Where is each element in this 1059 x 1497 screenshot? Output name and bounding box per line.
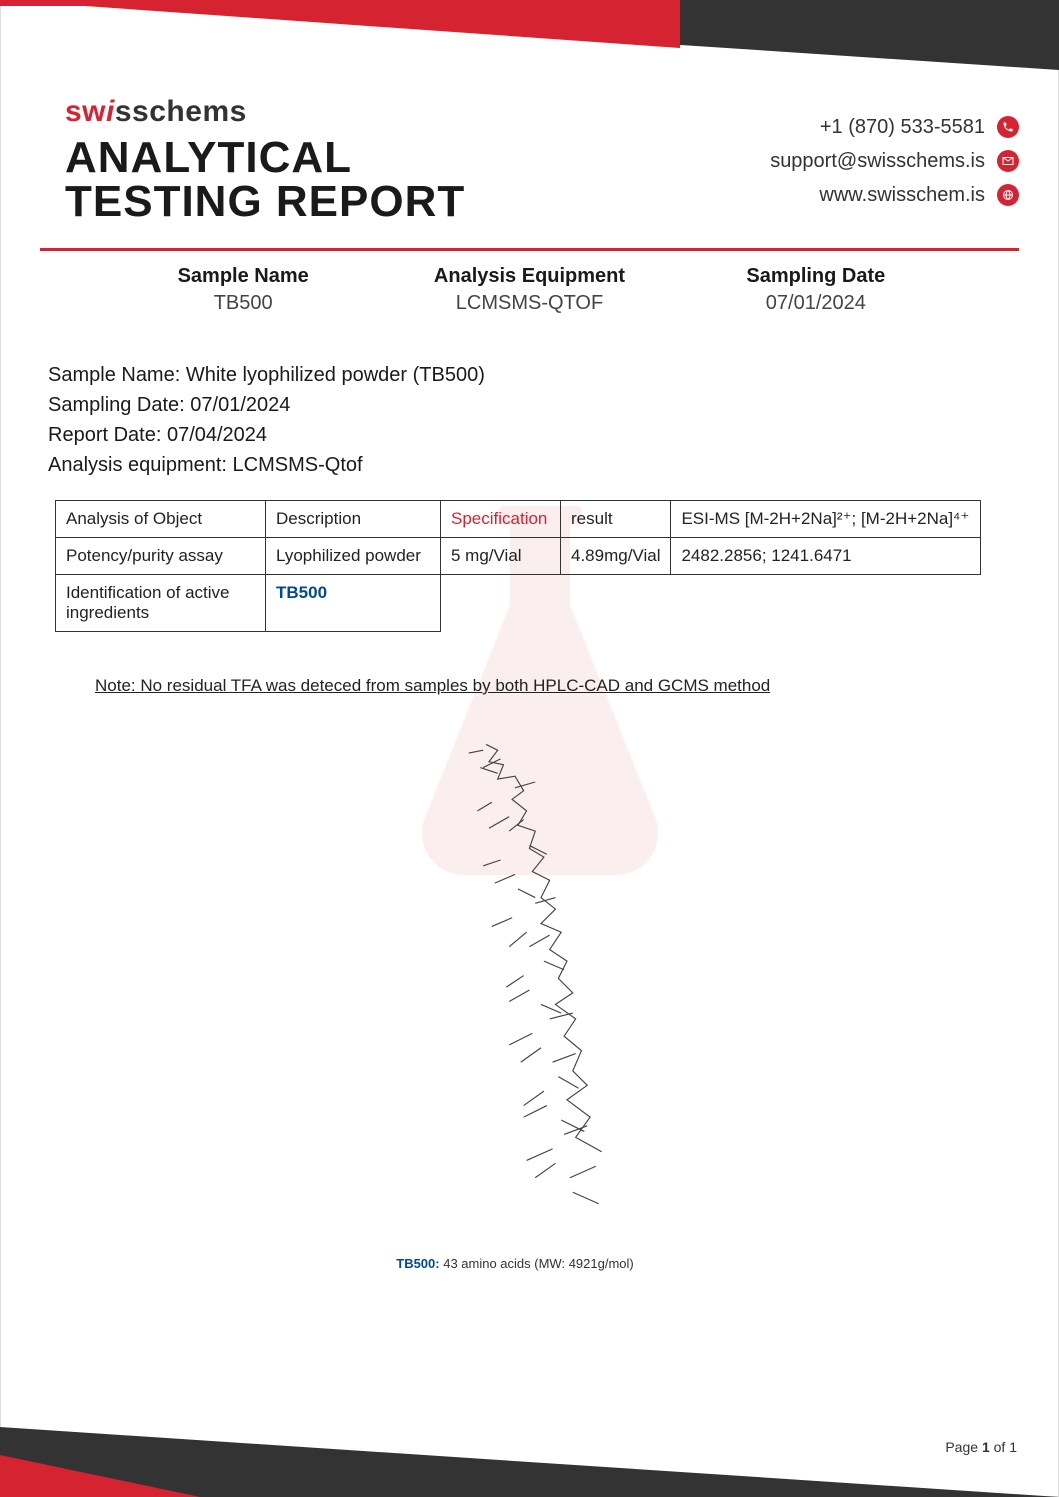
td-specification: 5 mg/Vial <box>441 538 561 575</box>
molecule-structure-icon <box>365 730 665 1250</box>
logo-part-dark: sschems <box>115 95 247 128</box>
header-divider <box>40 248 1019 251</box>
molecule-figure: TB500: 43 amino acids (MW: 4921g/mol) <box>300 730 730 1290</box>
table-row: Potency/purity assay Lyophilized powder … <box>56 538 981 575</box>
td-esims: 2482.2856; 1241.6471 <box>671 538 981 575</box>
detail-line: Sampling Date: 07/01/2024 <box>48 390 1011 420</box>
footer-banner <box>0 1407 1059 1497</box>
sample-name-value: TB500 <box>100 292 386 315</box>
th-analysis: Analysis of Object <box>56 501 266 538</box>
molecule-caption: TB500: 43 amino acids (MW: 4921g/mol) <box>396 1256 633 1271</box>
sampling-date-label: Sampling Date <box>673 265 959 288</box>
td-identification: TB500 <box>266 575 441 632</box>
header-banner <box>0 0 1059 90</box>
table-row: Identification of active ingredients TB5… <box>56 575 981 632</box>
contact-phone: +1 (870) 533-5581 <box>820 110 985 144</box>
equipment-value: LCMSMS-QTOF <box>386 292 672 315</box>
globe-icon <box>997 184 1019 206</box>
contact-email: support@swisschems.is <box>770 144 985 178</box>
caption-bold: TB500: <box>396 1256 439 1271</box>
td-analysis: Identification of active ingredients <box>56 575 266 632</box>
summary-row: Sample Name TB500 Analysis Equipment LCM… <box>100 265 959 315</box>
results-table: Analysis of Object Description Specifica… <box>55 500 981 632</box>
logo-dash: i <box>106 95 115 128</box>
sampling-date-value: 07/01/2024 <box>673 292 959 315</box>
note-text: Note: No residual TFA was deteced from s… <box>95 676 770 696</box>
email-icon <box>997 150 1019 172</box>
equipment-label: Analysis Equipment <box>386 265 672 288</box>
detail-line: Report Date: 07/04/2024 <box>48 420 1011 450</box>
table-header-row: Analysis of Object Description Specifica… <box>56 501 981 538</box>
detail-line: Analysis equipment: LCMSMS-Qtof <box>48 450 1011 480</box>
details-block: Sample Name: White lyophilized powder (T… <box>48 360 1011 480</box>
caption-rest: 43 amino acids (MW: 4921g/mol) <box>440 1256 634 1271</box>
contact-block: +1 (870) 533-5581 support@swisschems.is … <box>770 110 1019 212</box>
phone-icon <box>997 116 1019 138</box>
th-specification: Specification <box>441 501 561 538</box>
th-result: result <box>561 501 671 538</box>
contact-web: www.swisschem.is <box>819 178 985 212</box>
td-result: 4.89mg/Vial <box>561 538 671 575</box>
th-esims: ESI-MS [M-2H+2Na]²⁺; [M-2H+2Na]⁴⁺ <box>671 501 981 538</box>
detail-line: Sample Name: White lyophilized powder (T… <box>48 360 1011 390</box>
th-description: Description <box>266 501 441 538</box>
sample-name-label: Sample Name <box>100 265 386 288</box>
logo-part-red: sw <box>65 95 106 128</box>
td-analysis: Potency/purity assay <box>56 538 266 575</box>
td-description: Lyophilized powder <box>266 538 441 575</box>
